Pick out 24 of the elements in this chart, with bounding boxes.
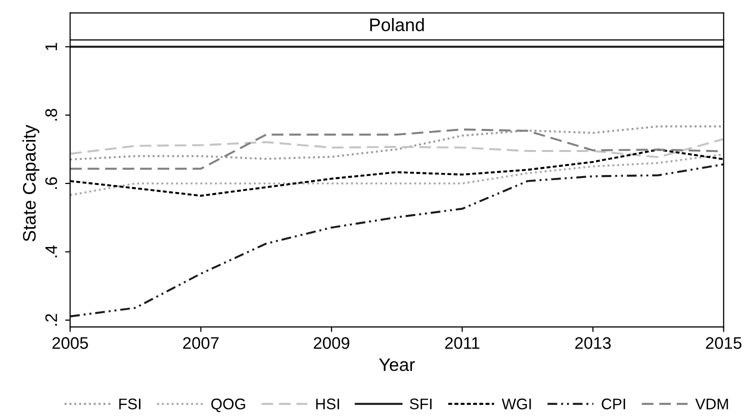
y-axis-title: State Capacity bbox=[22, 124, 40, 242]
x-tick-label: 2009 bbox=[314, 337, 350, 349]
x-tick-label: 2011 bbox=[445, 337, 480, 349]
x-tick-label: 2015 bbox=[706, 337, 742, 349]
legend-label: FSI bbox=[119, 398, 140, 410]
y-tick-label: 1 bbox=[45, 42, 57, 50]
y-tick-label: .8 bbox=[45, 108, 58, 121]
y-tick-label: .4 bbox=[45, 245, 57, 258]
chart-title: Poland bbox=[370, 18, 424, 32]
line-series bbox=[70, 138, 724, 158]
legend-label: VDM bbox=[695, 398, 728, 410]
y-tick-label: .2 bbox=[45, 314, 57, 326]
legend-label: CPI bbox=[602, 398, 626, 410]
x-axis-title: Year bbox=[379, 358, 415, 372]
legend-label: WGI bbox=[502, 398, 531, 410]
line-series bbox=[70, 163, 724, 318]
x-tick-label: 2007 bbox=[183, 337, 219, 349]
legend-label: SFI bbox=[410, 398, 432, 410]
legend-label: QOG bbox=[211, 398, 246, 412]
y-tick-label: .6 bbox=[45, 177, 58, 189]
legend-label: HSI bbox=[316, 398, 340, 410]
x-tick-label: 2013 bbox=[575, 337, 611, 349]
line-series bbox=[70, 125, 724, 161]
x-tick-label: 2005 bbox=[52, 337, 88, 349]
